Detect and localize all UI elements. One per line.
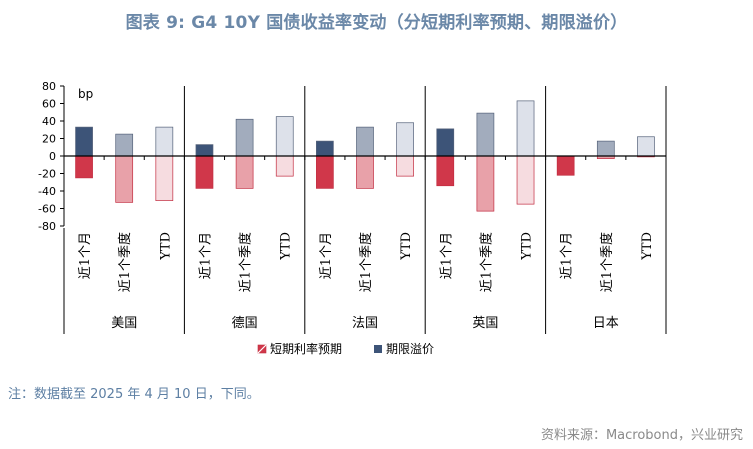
period-label: 近1个月 [439, 232, 454, 279]
period-label: 近1个季度 [358, 232, 374, 292]
bar-short-rate-2-0 [316, 155, 334, 189]
period-label: 近1个季度 [478, 232, 494, 292]
bar-short-rate-1-1 [235, 155, 254, 189]
bar-short-rate-1-0 [195, 155, 214, 189]
bar-term-premium-4-2 [637, 136, 655, 157]
bar-short-rate-1-2 [275, 155, 294, 177]
bar-short-rate-2-1 [356, 155, 374, 189]
bar-short-rate-3-2 [516, 155, 535, 205]
period-label: 近1个月 [198, 232, 213, 279]
legend-label-term-premium: 期限溢价 [386, 342, 434, 356]
y-tick-label: -80 [38, 220, 56, 233]
bar-short-rate-0-0 [75, 155, 93, 179]
bar-term-premium-3-2 [516, 100, 535, 157]
period-label: YTD [520, 232, 535, 261]
bar-term-premium-2-0 [316, 140, 334, 157]
legend-label-short-rate: 短期利率预期 [270, 341, 342, 356]
country-label: 日本 [593, 316, 619, 331]
bar-term-premium-3-0 [436, 128, 455, 157]
period-label: YTD [279, 232, 294, 261]
period-label: 近1个季度 [117, 232, 133, 292]
period-label: 近1个月 [560, 232, 575, 279]
chart-title: 图表 9: G4 10Y 国债收益率变动（分短期利率预期、期限溢价） [125, 13, 628, 33]
period-label: 近1个月 [319, 232, 334, 279]
country-label: 美国 [111, 316, 137, 331]
bar-term-premium-2-2 [396, 122, 414, 157]
bar-term-premium-3-1 [476, 112, 495, 157]
y-tick-label: 0 [49, 150, 56, 163]
bar-term-premium-1-1 [235, 118, 254, 157]
bar-short-rate-3-0 [436, 155, 455, 187]
y-tick-label: -20 [38, 168, 56, 181]
y-tick-label: 60 [42, 98, 56, 111]
bar-short-rate-0-2 [155, 155, 174, 201]
period-label: YTD [399, 232, 414, 261]
period-label: 近1个月 [78, 232, 93, 279]
unit-label: bp [78, 87, 93, 101]
y-tick-label: -40 [38, 185, 56, 198]
period-label: 近1个季度 [599, 232, 615, 292]
bar-short-rate-2-2 [396, 155, 414, 177]
country-label: 英国 [472, 316, 498, 331]
footnote: 注：数据截至 2025 年 4 月 10 日，下同。 [8, 387, 260, 402]
legend-swatch-hatch [257, 344, 267, 354]
source-note: 资料来源：Macrobond，兴业研究 [540, 428, 743, 443]
bar-term-premium-1-0 [195, 144, 214, 157]
bar-term-premium-0-2 [155, 126, 174, 157]
bar-short-rate-3-1 [476, 155, 495, 212]
y-tick-label: 20 [42, 133, 56, 146]
bar-term-premium-1-2 [275, 116, 294, 157]
y-tick-label: 40 [42, 115, 56, 128]
period-label: YTD [158, 232, 173, 261]
bar-term-premium-0-1 [115, 133, 134, 157]
bar-term-premium-0-0 [75, 126, 93, 157]
period-label: YTD [640, 232, 655, 261]
bar-short-rate-4-0 [556, 155, 575, 176]
bar-term-premium-4-1 [596, 140, 615, 157]
legend-swatch-term-premium [374, 345, 382, 353]
country-label: 德国 [232, 316, 258, 331]
bar-term-premium-2-1 [356, 126, 374, 157]
period-label: 近1个季度 [238, 232, 254, 292]
y-tick-label: 80 [42, 80, 56, 93]
y-tick-label: -60 [38, 203, 56, 216]
bar-short-rate-0-1 [115, 155, 134, 203]
country-label: 法国 [352, 316, 378, 331]
